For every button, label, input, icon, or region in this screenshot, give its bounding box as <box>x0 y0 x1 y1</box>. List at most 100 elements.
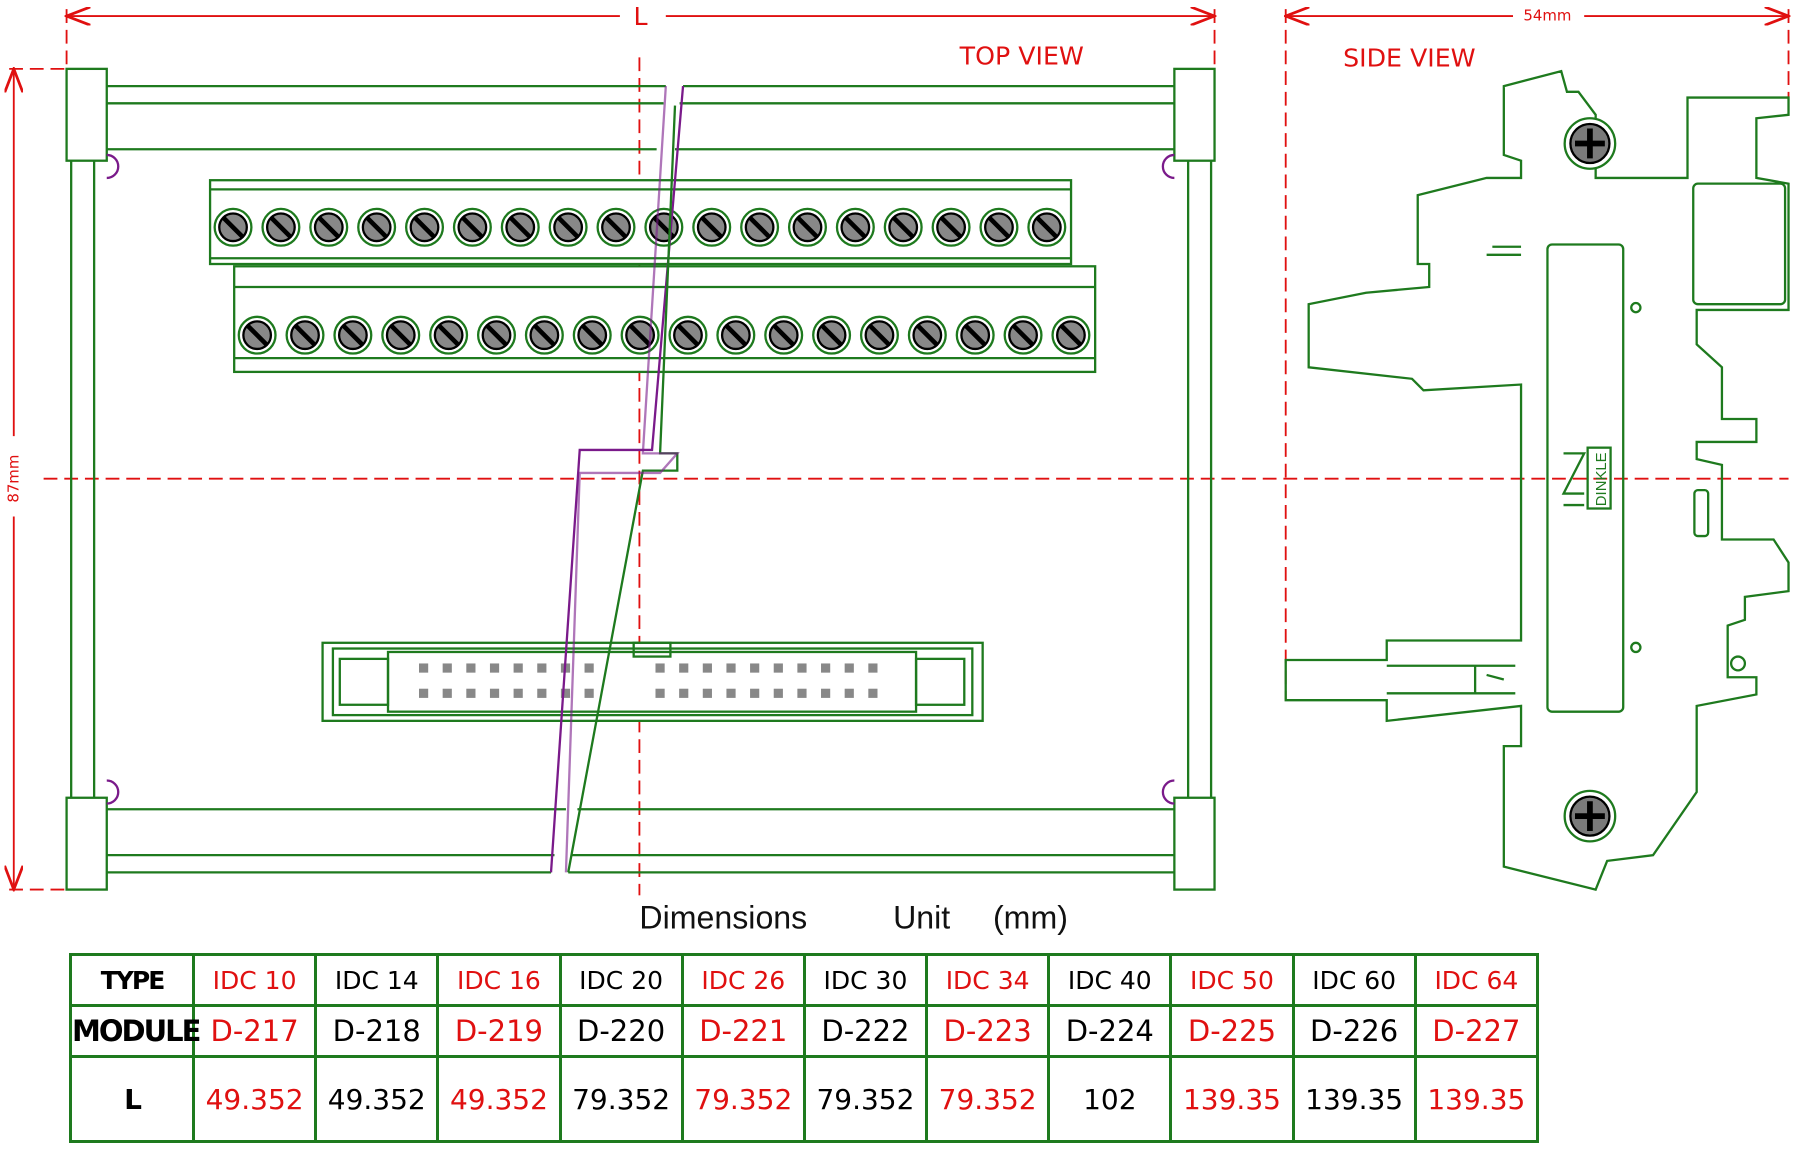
terminal-screw-icon <box>668 315 708 355</box>
dimension-lines <box>9 9 1788 896</box>
cell-module: D-225 <box>1169 1004 1295 1058</box>
idc-pin <box>466 688 476 698</box>
module-row: MODULE D-217 D-218 D-219 D-220 D-221 D-222 D-22… <box>69 1004 1540 1058</box>
terminal-screw-icon <box>261 207 301 247</box>
idc-pin <box>584 663 594 673</box>
terminal-screw-icon <box>692 207 732 247</box>
idc-pin <box>821 688 831 698</box>
cell-l: 139.35 <box>1413 1055 1540 1143</box>
terminal-screw-icon <box>596 207 636 247</box>
idc-connector <box>321 641 984 722</box>
terminal-screw-icon <box>213 207 253 247</box>
cell-type: IDC 50 <box>1169 953 1295 1007</box>
idc-pin <box>537 663 547 673</box>
idc-pin <box>584 688 594 698</box>
terminal-screw-icon <box>859 315 899 355</box>
terminal-screw-icon <box>572 315 612 355</box>
terminal-screw-icon <box>764 315 804 355</box>
cell-module: D-220 <box>558 1004 684 1058</box>
idc-pin <box>844 663 854 673</box>
terminal-block-lower <box>233 265 1097 374</box>
idc-pin <box>466 663 476 673</box>
cell-l: 79.352 <box>802 1055 929 1143</box>
terminal-screw-icon <box>716 315 756 355</box>
terminal-block-upper <box>208 179 1073 266</box>
cell-type: IDC 34 <box>925 953 1051 1007</box>
idc-pin <box>797 663 807 673</box>
cell-l: 139.35 <box>1291 1055 1417 1143</box>
terminal-screw-icon <box>907 315 947 355</box>
cell-module: D-219 <box>436 1004 562 1058</box>
cell-type: IDC 60 <box>1291 953 1417 1007</box>
cell-l: 49.352 <box>314 1055 440 1143</box>
module-dimension-table: TYPE IDC 10 IDC 14 IDC 16 IDC 20 IDC 26 IDC 30… <box>69 953 1540 1143</box>
terminal-screw-icon <box>404 207 445 247</box>
type-row: TYPE IDC 10 IDC 14 IDC 16 IDC 20 IDC 26 IDC 30… <box>69 953 1540 1007</box>
terminal-screw-icon <box>787 207 827 247</box>
terminal-screw-icon <box>500 207 540 247</box>
logo-text: DINKLE <box>1593 452 1610 506</box>
idc-pin <box>655 663 665 673</box>
cell-type: IDC 30 <box>802 953 929 1007</box>
cell-l: 102 <box>1047 1055 1173 1143</box>
caption-unit-label: Unit <box>893 900 950 936</box>
cell-l: 49.352 <box>436 1055 562 1143</box>
row-header: MODULE <box>69 1004 201 1058</box>
idc-pin <box>537 688 547 698</box>
cell-module: D-218 <box>314 1004 440 1058</box>
cell-type: IDC 26 <box>680 953 806 1007</box>
row-header: TYPE <box>69 953 195 1007</box>
idc-pin <box>679 688 689 698</box>
cell-type: IDC 64 <box>1413 953 1540 1007</box>
cell-module: D-217 <box>191 1004 318 1058</box>
terminal-screw-icon <box>381 315 421 355</box>
idc-pin <box>442 688 452 698</box>
idc-pin <box>419 688 429 698</box>
terminal-screw-icon <box>740 207 780 247</box>
cell-l: 79.352 <box>680 1055 806 1143</box>
terminal-screw-icon <box>620 315 660 355</box>
cell-type: IDC 14 <box>314 953 440 1007</box>
side-view-label: SIDE VIEW <box>1343 44 1476 73</box>
idc-pin <box>726 663 736 673</box>
idc-pin <box>560 688 571 698</box>
idc-pin <box>726 688 736 698</box>
length-dimension-label: L <box>634 2 648 31</box>
terminal-screw-icon <box>883 207 923 247</box>
terminal-screw-icon <box>955 315 995 355</box>
row-header: L <box>69 1055 195 1143</box>
side-view-drawing <box>1284 69 1790 891</box>
cell-module: D-221 <box>680 1004 806 1058</box>
idc-pin <box>442 663 452 673</box>
idc-pin <box>655 688 665 698</box>
top-view-frame <box>65 67 1216 891</box>
idc-pin <box>868 663 878 673</box>
side-width-label: 54mm <box>1523 7 1571 25</box>
height-dimension-label: 87mm <box>4 455 22 503</box>
terminal-screw-icon <box>429 315 469 355</box>
terminal-screw-icon <box>548 207 588 247</box>
cell-l: 79.352 <box>925 1055 1051 1143</box>
idc-pin <box>702 663 712 673</box>
idc-pin <box>513 688 523 698</box>
screw-icon-bottom <box>1563 789 1617 843</box>
terminal-screw-icon <box>237 315 277 355</box>
cell-module: D-224 <box>1047 1004 1173 1058</box>
terminal-screw-icon <box>1003 315 1043 355</box>
terminal-screw-icon <box>357 207 397 247</box>
idc-pin <box>419 663 429 673</box>
caption-title: Dimensions <box>639 900 807 936</box>
caption-unit: (mm) <box>993 900 1068 936</box>
terminal-screw-icon <box>452 207 492 247</box>
terminal-screw-icon <box>812 315 852 355</box>
terminal-screw-icon <box>644 207 684 247</box>
terminal-screw-icon <box>309 207 349 247</box>
cell-module: D-223 <box>925 1004 1051 1058</box>
idc-pin <box>773 663 783 673</box>
idc-pin <box>513 663 523 673</box>
terminal-screw-icon <box>333 315 373 355</box>
cell-l: 139.35 <box>1169 1055 1295 1143</box>
terminal-screw-icon <box>285 315 325 355</box>
terminal-screw-icon <box>476 315 517 355</box>
